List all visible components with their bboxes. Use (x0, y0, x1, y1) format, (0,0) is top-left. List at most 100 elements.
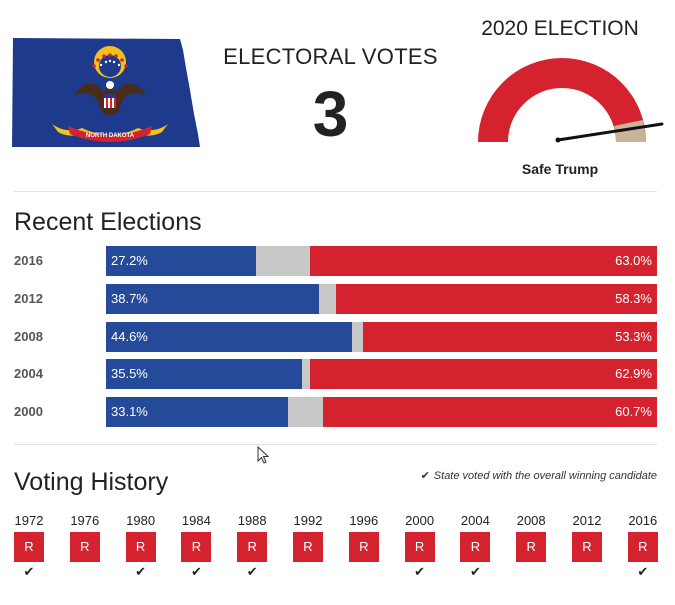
check-icon: ✔ (420, 470, 430, 482)
party-badge[interactable]: R (14, 532, 44, 562)
history-item-2008: 2008 R (511, 512, 551, 580)
electoral-votes-count: 3 (312, 78, 349, 150)
election-bar[interactable]: 44.6% 53.3% (106, 322, 657, 352)
history-year: 1988 (237, 513, 267, 528)
history-year: 1976 (70, 513, 100, 528)
history-item-1984: 1984 R ✔ (176, 512, 216, 580)
history-year: 1996 (349, 513, 379, 528)
check-icon: ✔ (190, 564, 202, 579)
other-segment[interactable] (319, 284, 336, 314)
other-segment[interactable] (255, 246, 310, 276)
history-year: 1992 (293, 513, 323, 528)
election-bar[interactable]: 27.2% 63.0% (106, 246, 657, 276)
mouse-cursor-icon (257, 446, 270, 464)
party-badge[interactable]: R (627, 532, 658, 562)
recent-elections-title: Recent Elections (14, 208, 202, 236)
dem-percent: 38.7% (111, 291, 148, 306)
history-year: 1972 (14, 513, 44, 528)
rep-segment[interactable]: 53.3% (363, 322, 657, 352)
check-icon: ✔ (135, 564, 147, 579)
rep-percent: 58.3% (615, 291, 652, 306)
election-year: 2008 (14, 329, 43, 344)
check-icon: ✔ (469, 564, 481, 579)
election-row-2016: 2016 27.2% 63.0% (14, 246, 657, 276)
rep-segment[interactable]: 62.9% (310, 359, 657, 389)
dem-percent: 27.2% (111, 253, 148, 268)
rep-segment[interactable]: 60.7% (322, 397, 657, 427)
party-badge[interactable]: R (237, 532, 268, 562)
other-segment[interactable] (351, 322, 364, 352)
empty-check-slot (65, 564, 105, 580)
other-segment[interactable] (301, 359, 311, 389)
party-badge[interactable]: R (293, 532, 323, 562)
voting-history-title: Voting History (14, 468, 169, 496)
party-badge[interactable]: R (404, 532, 435, 562)
svg-text:NORTH DAKOTA: NORTH DAKOTA (86, 133, 135, 139)
election-year: 2012 (14, 291, 43, 306)
election-bar[interactable]: 35.5% 62.9% (106, 359, 657, 389)
election-year: 2016 (14, 253, 43, 268)
history-year: 1980 (126, 513, 156, 528)
dem-segment[interactable]: 27.2% (106, 246, 256, 276)
history-year: 2016 (628, 513, 658, 528)
gauge-needle (556, 122, 664, 142)
flag-banner: NORTH DAKOTA (52, 124, 168, 142)
election-row-2000: 2000 33.1% 60.7% (14, 397, 657, 427)
election-bar[interactable]: 38.7% 58.3% (106, 284, 657, 314)
election-row-2012: 2012 38.7% 58.3% (14, 284, 657, 314)
party-badge[interactable]: R (516, 532, 547, 562)
party-badge[interactable]: R (69, 532, 100, 562)
empty-check-slot (567, 564, 607, 580)
state-flag-map: NORTH DAKOTA (12, 38, 200, 147)
electoral-votes-label: ELECTORAL VOTES (223, 44, 438, 69)
dem-segment[interactable]: 33.1% (106, 397, 289, 427)
empty-check-slot (288, 564, 328, 580)
party-badge[interactable]: R (125, 532, 156, 562)
dem-segment[interactable]: 38.7% (106, 284, 320, 314)
history-item-1972: 1972 R ✔ (9, 512, 49, 580)
rep-percent: 60.7% (615, 404, 652, 419)
rep-percent: 53.3% (615, 329, 652, 344)
gauge-arc (478, 58, 646, 142)
history-item-2000: 2000 R ✔ (400, 512, 440, 580)
rep-segment[interactable]: 58.3% (335, 284, 657, 314)
rep-segment[interactable]: 63.0% (309, 246, 657, 276)
dem-percent: 35.5% (111, 366, 148, 381)
rating-label: Safe Trump (521, 161, 599, 177)
rep-percent: 63.0% (615, 253, 652, 268)
election-title: 2020 ELECTION (481, 17, 639, 40)
check-icon: ✔ (23, 564, 35, 579)
eagle-icon (74, 81, 146, 115)
divider (14, 444, 657, 445)
history-item-1992: 1992 R (288, 512, 328, 580)
dem-segment[interactable]: 35.5% (106, 359, 302, 389)
dem-percent: 33.1% (111, 404, 148, 419)
history-item-1976: 1976 R (65, 512, 105, 580)
empty-check-slot (344, 564, 384, 580)
check-icon: ✔ (414, 564, 426, 579)
history-item-2012: 2012 R (567, 512, 607, 580)
divider (14, 191, 657, 192)
party-badge[interactable]: R (348, 532, 379, 562)
history-item-1988: 1988 R ✔ (232, 512, 272, 580)
party-badge[interactable]: R (572, 532, 602, 562)
history-year: 2004 (460, 513, 490, 528)
election-year: 2000 (14, 404, 43, 419)
election-bar[interactable]: 33.1% 60.7% (106, 397, 657, 427)
voting-history-legend: ✔ State voted with the overall winning ca… (420, 470, 657, 482)
party-badge[interactable]: R (460, 532, 491, 562)
election-row-2004: 2004 35.5% 62.9% (14, 359, 657, 389)
history-item-1996: 1996 R (344, 512, 384, 580)
history-year: 2008 (516, 513, 546, 528)
rep-percent: 62.9% (615, 366, 652, 381)
other-segment[interactable] (288, 397, 323, 427)
dem-segment[interactable]: 44.6% (106, 322, 352, 352)
sun-icon (92, 46, 128, 78)
empty-check-slot (511, 564, 551, 580)
party-badge[interactable]: R (181, 532, 212, 562)
check-icon: ✔ (246, 564, 258, 579)
rating-gauge (478, 58, 664, 143)
election-row-2008: 2008 44.6% 53.3% (14, 322, 657, 352)
history-year: 2000 (405, 513, 435, 528)
header-section: NORTH DAKOTA ELECTORAL VOTES 3 2020 ELEC… (0, 0, 675, 190)
